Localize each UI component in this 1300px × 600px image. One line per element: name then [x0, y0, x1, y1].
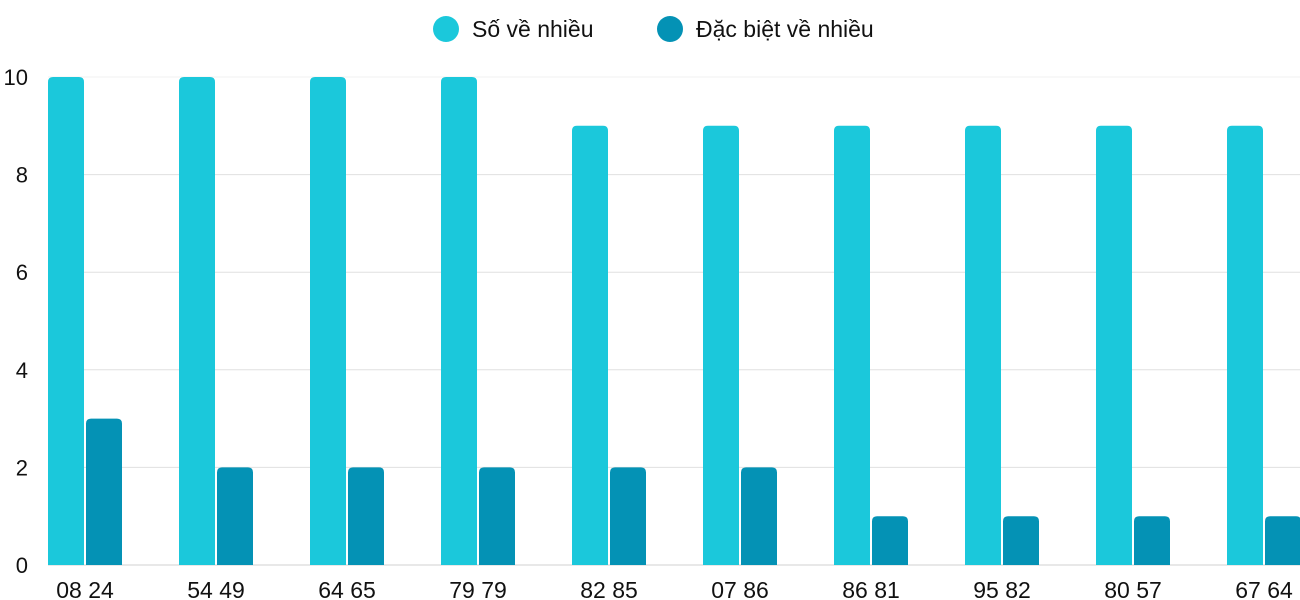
bar-so-ve-nhieu — [441, 77, 477, 565]
bar-so-ve-nhieu — [965, 125, 1001, 566]
x-tick-label: 67 64 — [1235, 577, 1293, 600]
x-tick-label: 80 57 — [1104, 577, 1162, 600]
bars — [48, 77, 1300, 566]
legend-marker — [657, 16, 683, 42]
bar-dac-biet-ve-nhieu — [1134, 516, 1170, 565]
bar-dac-biet-ve-nhieu — [610, 467, 646, 565]
legend-label: Đặc biệt về nhiều — [696, 16, 874, 42]
bar-so-ve-nhieu — [179, 77, 215, 565]
bar-so-ve-nhieu — [48, 77, 84, 565]
x-tick-label: 86 81 — [842, 577, 900, 600]
bar-dac-biet-ve-nhieu — [741, 467, 777, 565]
legend-marker — [433, 16, 459, 42]
y-tick-label: 10 — [4, 65, 28, 90]
bar-so-ve-nhieu — [1096, 125, 1132, 566]
legend: Số về nhiều Đặc biệt về nhiều — [433, 16, 874, 42]
bar-so-ve-nhieu — [1227, 125, 1263, 566]
x-axis-labels: 08 24 54 49 64 65 79 79 82 85 07 86 86 81 95 82… — [56, 577, 1293, 600]
y-tick-label: 4 — [16, 358, 28, 383]
x-tick-label: 79 79 — [449, 577, 507, 600]
grid: 0 2 4 6 8 10 — [4, 65, 1300, 578]
x-tick-label: 82 85 — [580, 577, 638, 600]
bar-dac-biet-ve-nhieu — [479, 467, 515, 565]
x-tick-label: 08 24 — [56, 577, 114, 600]
x-tick-label: 64 65 — [318, 577, 376, 600]
bar-dac-biet-ve-nhieu — [1265, 516, 1300, 565]
y-tick-label: 8 — [16, 163, 28, 188]
legend-label: Số về nhiều — [472, 16, 593, 42]
x-tick-label: 95 82 — [973, 577, 1031, 600]
bar-dac-biet-ve-nhieu — [348, 467, 384, 565]
bar-so-ve-nhieu — [572, 125, 608, 566]
y-tick-label: 6 — [16, 260, 28, 285]
x-tick-label: 54 49 — [187, 577, 245, 600]
x-tick-label: 07 86 — [711, 577, 769, 600]
y-tick-label: 0 — [16, 553, 28, 578]
y-tick-label: 2 — [16, 455, 28, 480]
bar-dac-biet-ve-nhieu — [1003, 516, 1039, 565]
bar-so-ve-nhieu — [703, 125, 739, 566]
bar-dac-biet-ve-nhieu — [872, 516, 908, 565]
bar-dac-biet-ve-nhieu — [217, 467, 253, 565]
bar-dac-biet-ve-nhieu — [86, 418, 122, 565]
bar-so-ve-nhieu — [310, 77, 346, 565]
bar-so-ve-nhieu — [834, 125, 870, 566]
